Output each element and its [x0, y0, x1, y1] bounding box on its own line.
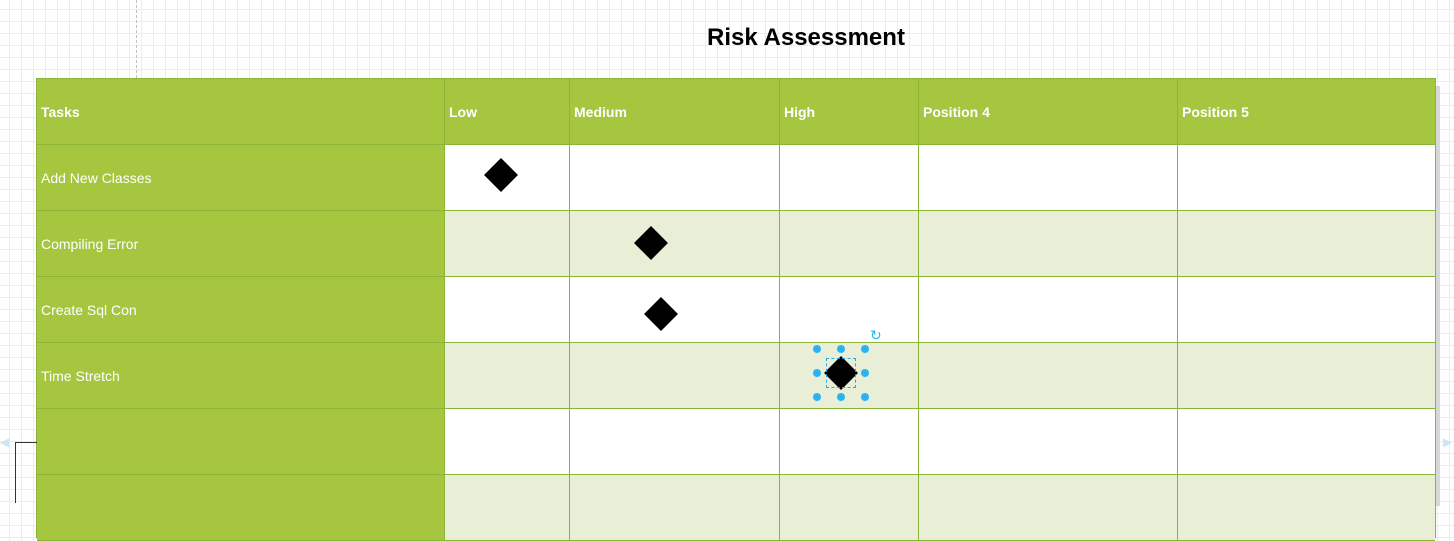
resize-handle[interactable] — [813, 345, 821, 353]
position-4-cell[interactable] — [919, 343, 1178, 408]
table-row — [37, 409, 1435, 475]
risk-table[interactable]: Tasks Low Medium High Position 4 Positio… — [36, 78, 1436, 541]
resize-handle[interactable] — [837, 345, 845, 353]
canvas-guide-line — [136, 0, 137, 78]
position-5-cell[interactable] — [1178, 277, 1435, 342]
position-5-cell[interactable] — [1178, 145, 1435, 210]
medium-cell[interactable] — [570, 277, 780, 342]
header-position-5[interactable]: Position 5 — [1178, 79, 1435, 144]
high-cell[interactable] — [780, 145, 919, 210]
resize-handle[interactable] — [861, 369, 869, 377]
position-4-cell[interactable] — [919, 211, 1178, 276]
medium-cell[interactable] — [570, 211, 780, 276]
low-cell[interactable] — [445, 475, 570, 540]
medium-cell[interactable] — [570, 475, 780, 540]
low-cell[interactable] — [445, 277, 570, 342]
table-row: Compiling Error — [37, 211, 1435, 277]
diagram-title[interactable]: Risk Assessment — [707, 24, 905, 51]
position-4-cell[interactable] — [919, 475, 1178, 540]
medium-cell[interactable] — [570, 145, 780, 210]
header-medium[interactable]: Medium — [570, 79, 780, 144]
task-cell[interactable] — [37, 475, 445, 540]
table-shadow — [1436, 86, 1440, 506]
header-tasks[interactable]: Tasks — [37, 79, 445, 144]
low-cell[interactable] — [445, 211, 570, 276]
selection-box — [826, 358, 856, 388]
position-5-cell[interactable] — [1178, 343, 1435, 408]
resize-handle[interactable] — [861, 345, 869, 353]
header-position-4[interactable]: Position 4 — [919, 79, 1178, 144]
connector-line — [15, 442, 16, 503]
high-cell[interactable] — [780, 409, 919, 474]
resize-handle[interactable] — [861, 393, 869, 401]
task-cell[interactable]: Add New Classes — [37, 145, 445, 210]
low-cell[interactable] — [445, 409, 570, 474]
connection-arrow-left-icon[interactable]: ◀ — [0, 435, 10, 449]
medium-cell[interactable] — [570, 343, 780, 408]
position-4-cell[interactable] — [919, 145, 1178, 210]
resize-handle[interactable] — [813, 369, 821, 377]
table-row: Add New Classes — [37, 145, 1435, 211]
task-cell[interactable]: Compiling Error — [37, 211, 445, 276]
low-cell[interactable] — [445, 343, 570, 408]
header-low[interactable]: Low — [445, 79, 570, 144]
high-cell[interactable] — [780, 211, 919, 276]
table-header-row: Tasks Low Medium High Position 4 Positio… — [37, 79, 1435, 145]
medium-cell[interactable] — [570, 409, 780, 474]
connection-arrow-right-icon[interactable]: ▶ — [1443, 435, 1453, 449]
header-high[interactable]: High — [780, 79, 919, 144]
task-cell[interactable] — [37, 409, 445, 474]
table-row — [37, 475, 1435, 541]
high-cell[interactable] — [780, 277, 919, 342]
connector-line — [15, 442, 37, 443]
position-4-cell[interactable] — [919, 277, 1178, 342]
position-4-cell[interactable] — [919, 409, 1178, 474]
task-cell[interactable]: Create Sql Con — [37, 277, 445, 342]
resize-handle[interactable] — [837, 393, 845, 401]
position-5-cell[interactable] — [1178, 409, 1435, 474]
position-5-cell[interactable] — [1178, 475, 1435, 540]
task-cell[interactable]: Time Stretch — [37, 343, 445, 408]
table-row: Create Sql Con — [37, 277, 1435, 343]
resize-handle[interactable] — [813, 393, 821, 401]
rotate-handle-icon[interactable]: ↻ — [870, 328, 882, 344]
table-row: Time Stretch — [37, 343, 1435, 409]
high-cell[interactable] — [780, 475, 919, 540]
position-5-cell[interactable] — [1178, 211, 1435, 276]
